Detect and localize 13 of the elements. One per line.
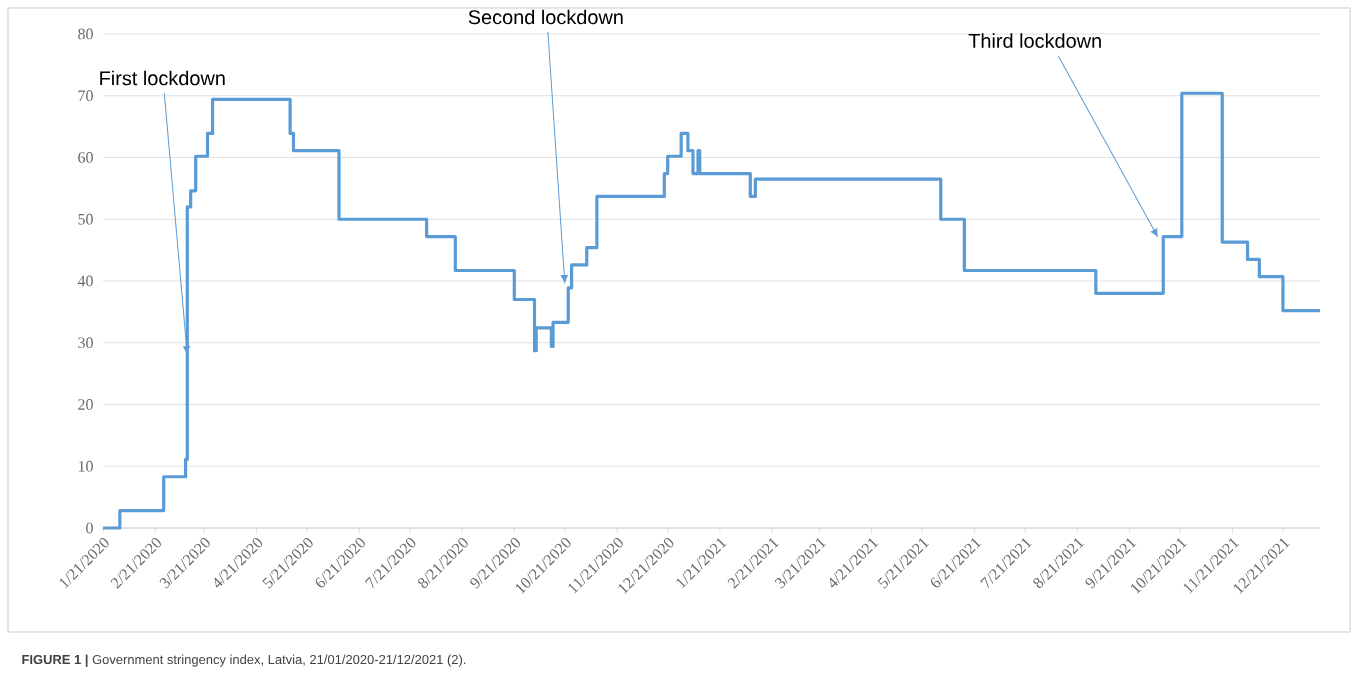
annotation: Second lockdown [468,9,623,25]
text: FIGURE 1 | Government stringency index, Latvia, 21/01/2020-21/12/2021 (2). [22,654,466,667]
y-tick-label: 80 [78,28,93,40]
y-tick-label: 70 [78,90,93,102]
y-tick-label: 30 [78,337,93,349]
y-tick-label: 50 [78,213,93,225]
annotation: First lockdown [100,70,225,86]
y-tick-label: 40 [77,275,93,287]
y-tick-label: 0 [86,522,93,534]
y-tick-label: 10 [78,460,93,472]
y-tick-label: 60 [78,152,93,163]
y-tick-label: 20 [78,399,93,410]
annotation: Third lockdown [968,33,1101,48]
